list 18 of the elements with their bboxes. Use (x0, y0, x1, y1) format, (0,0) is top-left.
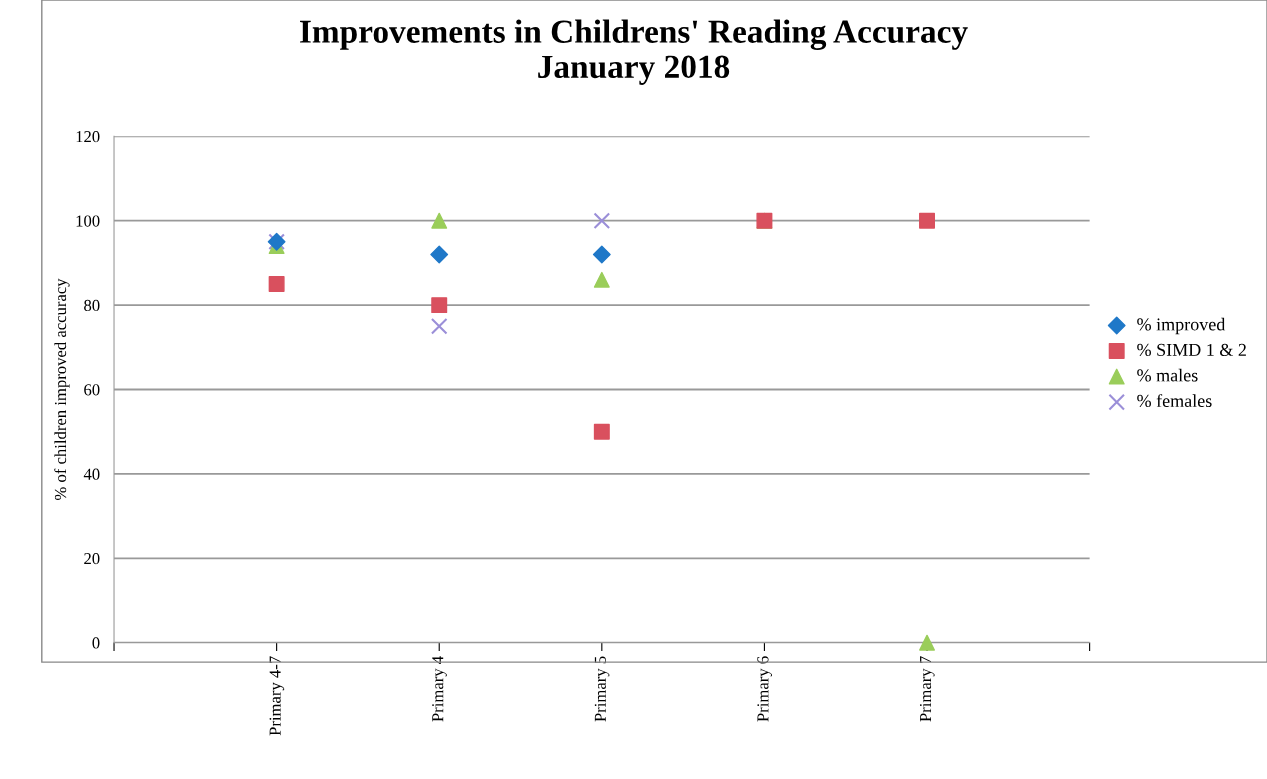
y-tick-label: 60 (84, 384, 100, 396)
legend-label: % females (1137, 394, 1212, 408)
y-tick-label: 20 (84, 552, 100, 565)
x-tick-label: Primary 6 (757, 656, 772, 722)
legend-label: % males (1137, 368, 1198, 382)
x-tick-label: Primary 5 (594, 656, 610, 722)
legend-label: % SIMD 1 & 2 (1137, 343, 1246, 357)
x-tick-label: Primary 4-7 (269, 656, 285, 736)
legend-label: % improved (1137, 317, 1226, 335)
y-tick-label: 80 (84, 299, 100, 312)
x-tick-label: Primary 4 (432, 656, 447, 722)
y-tick-label: 120 (76, 131, 100, 143)
y-tick-label: 40 (83, 468, 100, 480)
chart-title: Improvements in Childrens' Reading Accuracy January 2018 (300, 19, 968, 85)
y-axis-title: % of children improved accuracy (54, 278, 70, 500)
y-tick-label: 0 (92, 637, 100, 649)
y-tick-label: 100 (76, 215, 100, 227)
x-tick-label: Primary 7 (919, 656, 935, 722)
